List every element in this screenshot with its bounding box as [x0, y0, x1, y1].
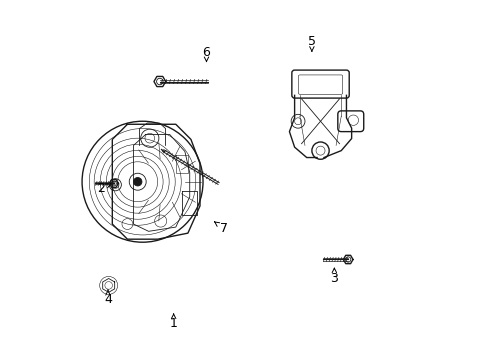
- Text: 5: 5: [307, 35, 315, 51]
- Text: 4: 4: [104, 290, 112, 306]
- Circle shape: [133, 177, 142, 186]
- Text: 6: 6: [202, 46, 210, 62]
- Text: 3: 3: [330, 268, 338, 285]
- Text: 7: 7: [214, 222, 227, 235]
- Text: 1: 1: [169, 314, 177, 330]
- Text: 2: 2: [97, 182, 110, 195]
